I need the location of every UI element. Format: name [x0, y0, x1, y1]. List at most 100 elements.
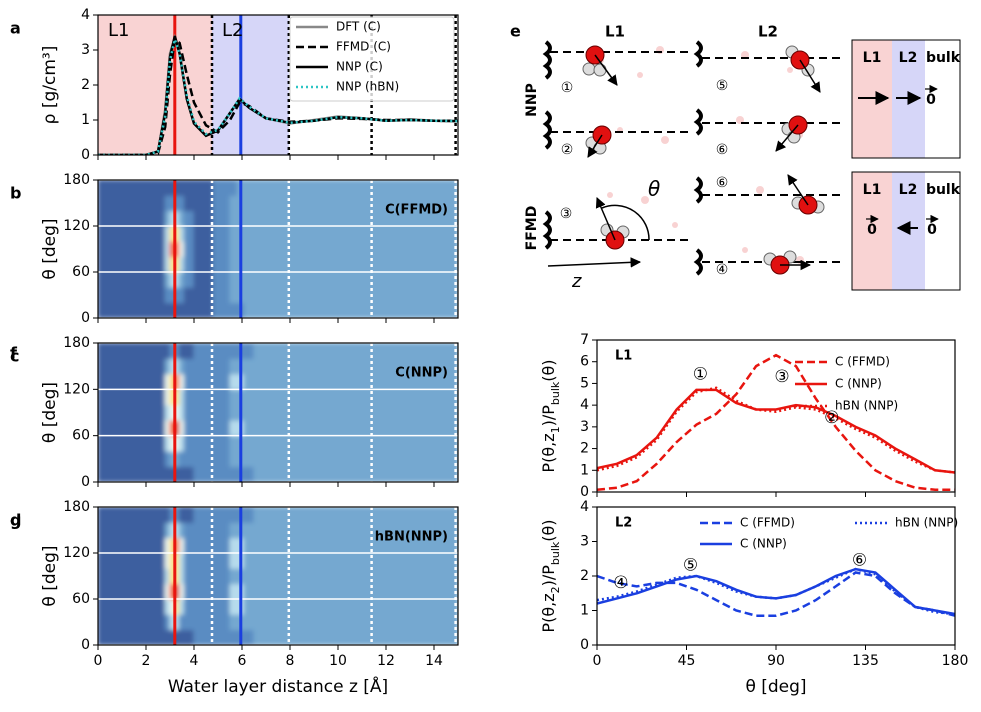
- column-label: L1: [605, 23, 625, 41]
- panel-label: hBN(NNP): [375, 530, 448, 545]
- heat-cell: [243, 388, 255, 406]
- y-tick-label: 180: [63, 335, 90, 351]
- heat-cell: [183, 507, 195, 523]
- y-tick-label: 5: [580, 375, 589, 391]
- heat-cell: [159, 613, 166, 631]
- heat-cell: [253, 537, 291, 554]
- heat-cell: [98, 404, 161, 421]
- heat-cell: [193, 180, 214, 196]
- y-axis-label: ρ [g/cm³]: [40, 46, 60, 125]
- heat-cell: [243, 521, 255, 539]
- heat-cell: [159, 466, 166, 482]
- heat-cell: [229, 419, 238, 437]
- heat-cell: [229, 613, 238, 631]
- heat-cell: [212, 613, 231, 631]
- heat-cell: [212, 404, 231, 421]
- heat-cell: [253, 210, 291, 227]
- heat-cell: [179, 194, 185, 212]
- heat-cell: [289, 435, 458, 452]
- heat-cell: [98, 286, 161, 304]
- y-tick-label: 0: [81, 310, 90, 326]
- x-tick-label: 4: [190, 653, 199, 669]
- y-tick-label: 120: [63, 381, 90, 397]
- heat-cell: [164, 466, 171, 482]
- heat-cell: [289, 210, 458, 227]
- heat-cell: [169, 286, 176, 304]
- heat-cell: [212, 537, 231, 554]
- y-tick-label: 3: [81, 42, 90, 58]
- heat-cell: [179, 271, 185, 288]
- heat-cell: [98, 210, 161, 227]
- heat-cell: [253, 271, 291, 288]
- y-tick-label: 3: [580, 419, 589, 435]
- heat-cell: [159, 537, 166, 554]
- heat-cell: [183, 567, 195, 585]
- heat-cell: [229, 629, 238, 645]
- heat-cell: [193, 450, 214, 468]
- x-tick-label: 180: [942, 653, 969, 669]
- heat-cell: [243, 404, 255, 421]
- heat-cell: [183, 286, 195, 304]
- y-tick-label: 2: [580, 568, 589, 584]
- y-tick-label: 0: [81, 637, 90, 653]
- heat-cell: [98, 225, 161, 242]
- y-tick-label: 0: [81, 147, 90, 163]
- heat-cell: [98, 180, 161, 196]
- heatmap: [98, 343, 458, 482]
- heat-cell: [183, 598, 195, 615]
- heat-cell: [174, 507, 181, 523]
- heat-cell: [289, 256, 458, 273]
- heat-cell: [193, 373, 214, 390]
- heat-cell: [253, 240, 291, 258]
- heat-cell: [98, 419, 161, 437]
- heat-cell: [289, 552, 458, 569]
- heat-cell: [193, 225, 214, 242]
- heat-cell: [212, 388, 231, 406]
- heat-cell: [229, 225, 238, 242]
- heat-cell: [179, 388, 185, 406]
- heat-cell: [179, 256, 185, 273]
- annotation: ⑤: [683, 556, 698, 576]
- heat-cell: [174, 286, 181, 304]
- plot-area: [98, 507, 458, 645]
- heat-cell: [164, 180, 171, 196]
- heat-cell: [229, 343, 238, 359]
- y-tick-label: 6: [580, 354, 589, 370]
- heat-cell: [164, 302, 171, 318]
- heat-cell: [174, 613, 181, 631]
- heat-cell: [253, 343, 291, 359]
- heat-cell: [159, 507, 166, 523]
- heat-cell: [179, 404, 185, 421]
- heat-cell: [98, 583, 161, 600]
- heat-cell: [169, 435, 176, 452]
- heat-cell: [253, 521, 291, 539]
- frame: [596, 339, 956, 493]
- heat-cell: [243, 256, 255, 273]
- heat-cell: [253, 180, 291, 196]
- line: [597, 353, 955, 492]
- heat-cell: [179, 567, 185, 585]
- heat-cell: [169, 450, 176, 468]
- heat-cell: [169, 210, 176, 227]
- heat-cell: [169, 302, 176, 318]
- heat-cell: [169, 357, 176, 375]
- heat-cell: [164, 210, 171, 227]
- legend-label: hBN (NNP): [835, 399, 898, 413]
- marker: ⑥: [716, 142, 729, 158]
- heat-cell: [243, 507, 255, 523]
- heat-cell: [159, 583, 166, 600]
- heat-cell: [193, 240, 214, 258]
- heat-cell: [183, 521, 195, 539]
- y-tick-label: 7: [580, 332, 589, 348]
- heat-cell: [183, 435, 195, 452]
- heat-cell: [98, 598, 161, 615]
- heat-cell: [253, 507, 291, 523]
- y-tick-label: 1: [580, 603, 589, 619]
- heat-cell: [243, 450, 255, 468]
- y-axis-label: θ [deg]: [40, 382, 60, 443]
- heat-cell: [98, 435, 161, 452]
- legend-label: FFMD (C): [336, 40, 391, 54]
- heat-cell: [212, 435, 231, 452]
- panel-letter: f: [10, 344, 18, 363]
- heat-cell: [289, 194, 458, 212]
